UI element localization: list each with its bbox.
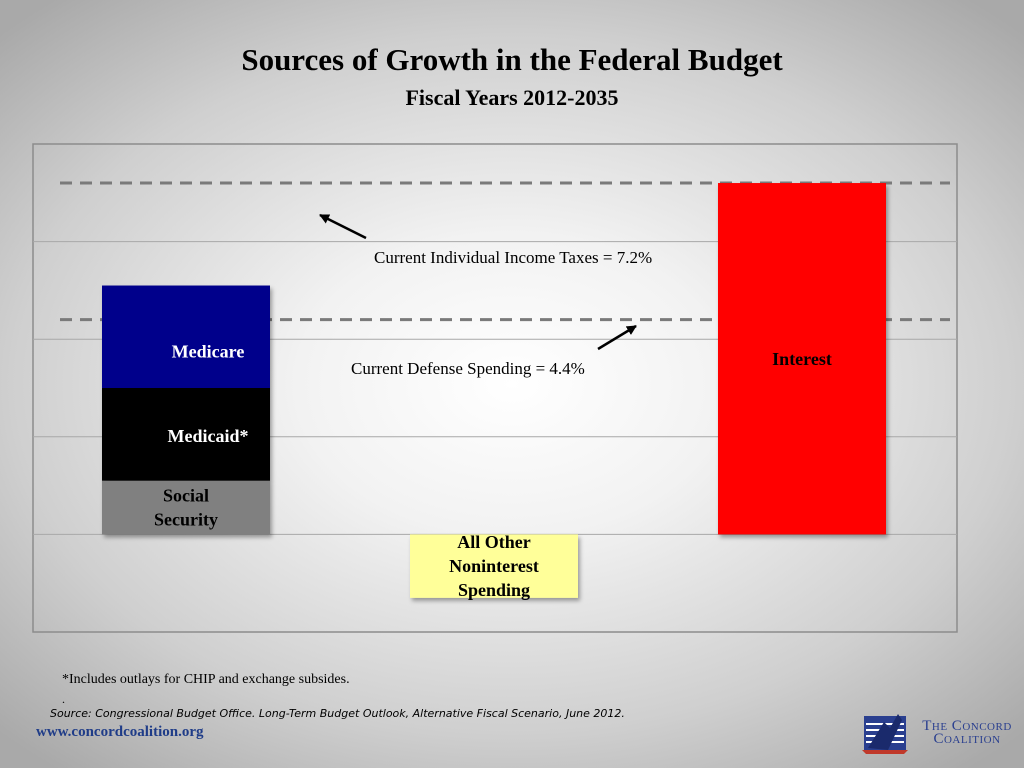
- bar-social-security: [102, 480, 270, 535]
- bar-interest: [718, 183, 886, 535]
- reference-labels: Current Individual Income Taxes = 7.2% Cu…: [319, 213, 652, 378]
- bar-label: Interest: [772, 349, 832, 369]
- plot-area: [32, 143, 958, 633]
- arrow-income-taxes: [319, 213, 367, 240]
- chart-subtitle: Fiscal Years 2012-2035: [405, 85, 619, 110]
- concord-coalition-logo: [862, 714, 908, 754]
- bar-label: Security: [154, 510, 218, 530]
- bar-label: Spending: [458, 580, 530, 600]
- chart-title: Sources of Growth in the Federal Budget: [241, 42, 783, 77]
- minuteman-icon: [862, 714, 908, 754]
- reference-label-defense: Current Defense Spending = 4.4%: [351, 359, 585, 378]
- logo-text: The Concord Coalition: [912, 718, 1022, 747]
- bar-medicare: [102, 285, 270, 388]
- reference-label-income-taxes: Current Individual Income Taxes = 7.2%: [374, 248, 652, 267]
- website-link[interactable]: www.concordcoalition.org: [36, 724, 204, 740]
- bar-label: Medicare: [172, 342, 245, 362]
- bar-label: Noninterest: [449, 556, 539, 576]
- bar-all-other-noninterest-spending: [410, 534, 578, 598]
- bar-group: [410, 534, 578, 598]
- arrow-defense: [597, 324, 637, 351]
- bar-group: [102, 285, 270, 535]
- source-note: Source: Congressional Budget Office. Lon…: [50, 707, 625, 720]
- bar-label: All Other: [457, 532, 531, 552]
- logo-line-2: Coalition: [933, 731, 1001, 747]
- bar-label: Social: [163, 486, 209, 506]
- footnote-dot: .: [62, 692, 65, 706]
- logo-line-1: The Concord: [922, 718, 1012, 734]
- bar-label: Medicaid*: [168, 426, 249, 446]
- bars: Social Security Medicaid* Medicare All Other…: [102, 183, 886, 600]
- bar-medicaid: [102, 388, 270, 481]
- footnote: *Includes outlays for CHIP and exchange …: [62, 672, 350, 687]
- bar-group: [718, 183, 886, 535]
